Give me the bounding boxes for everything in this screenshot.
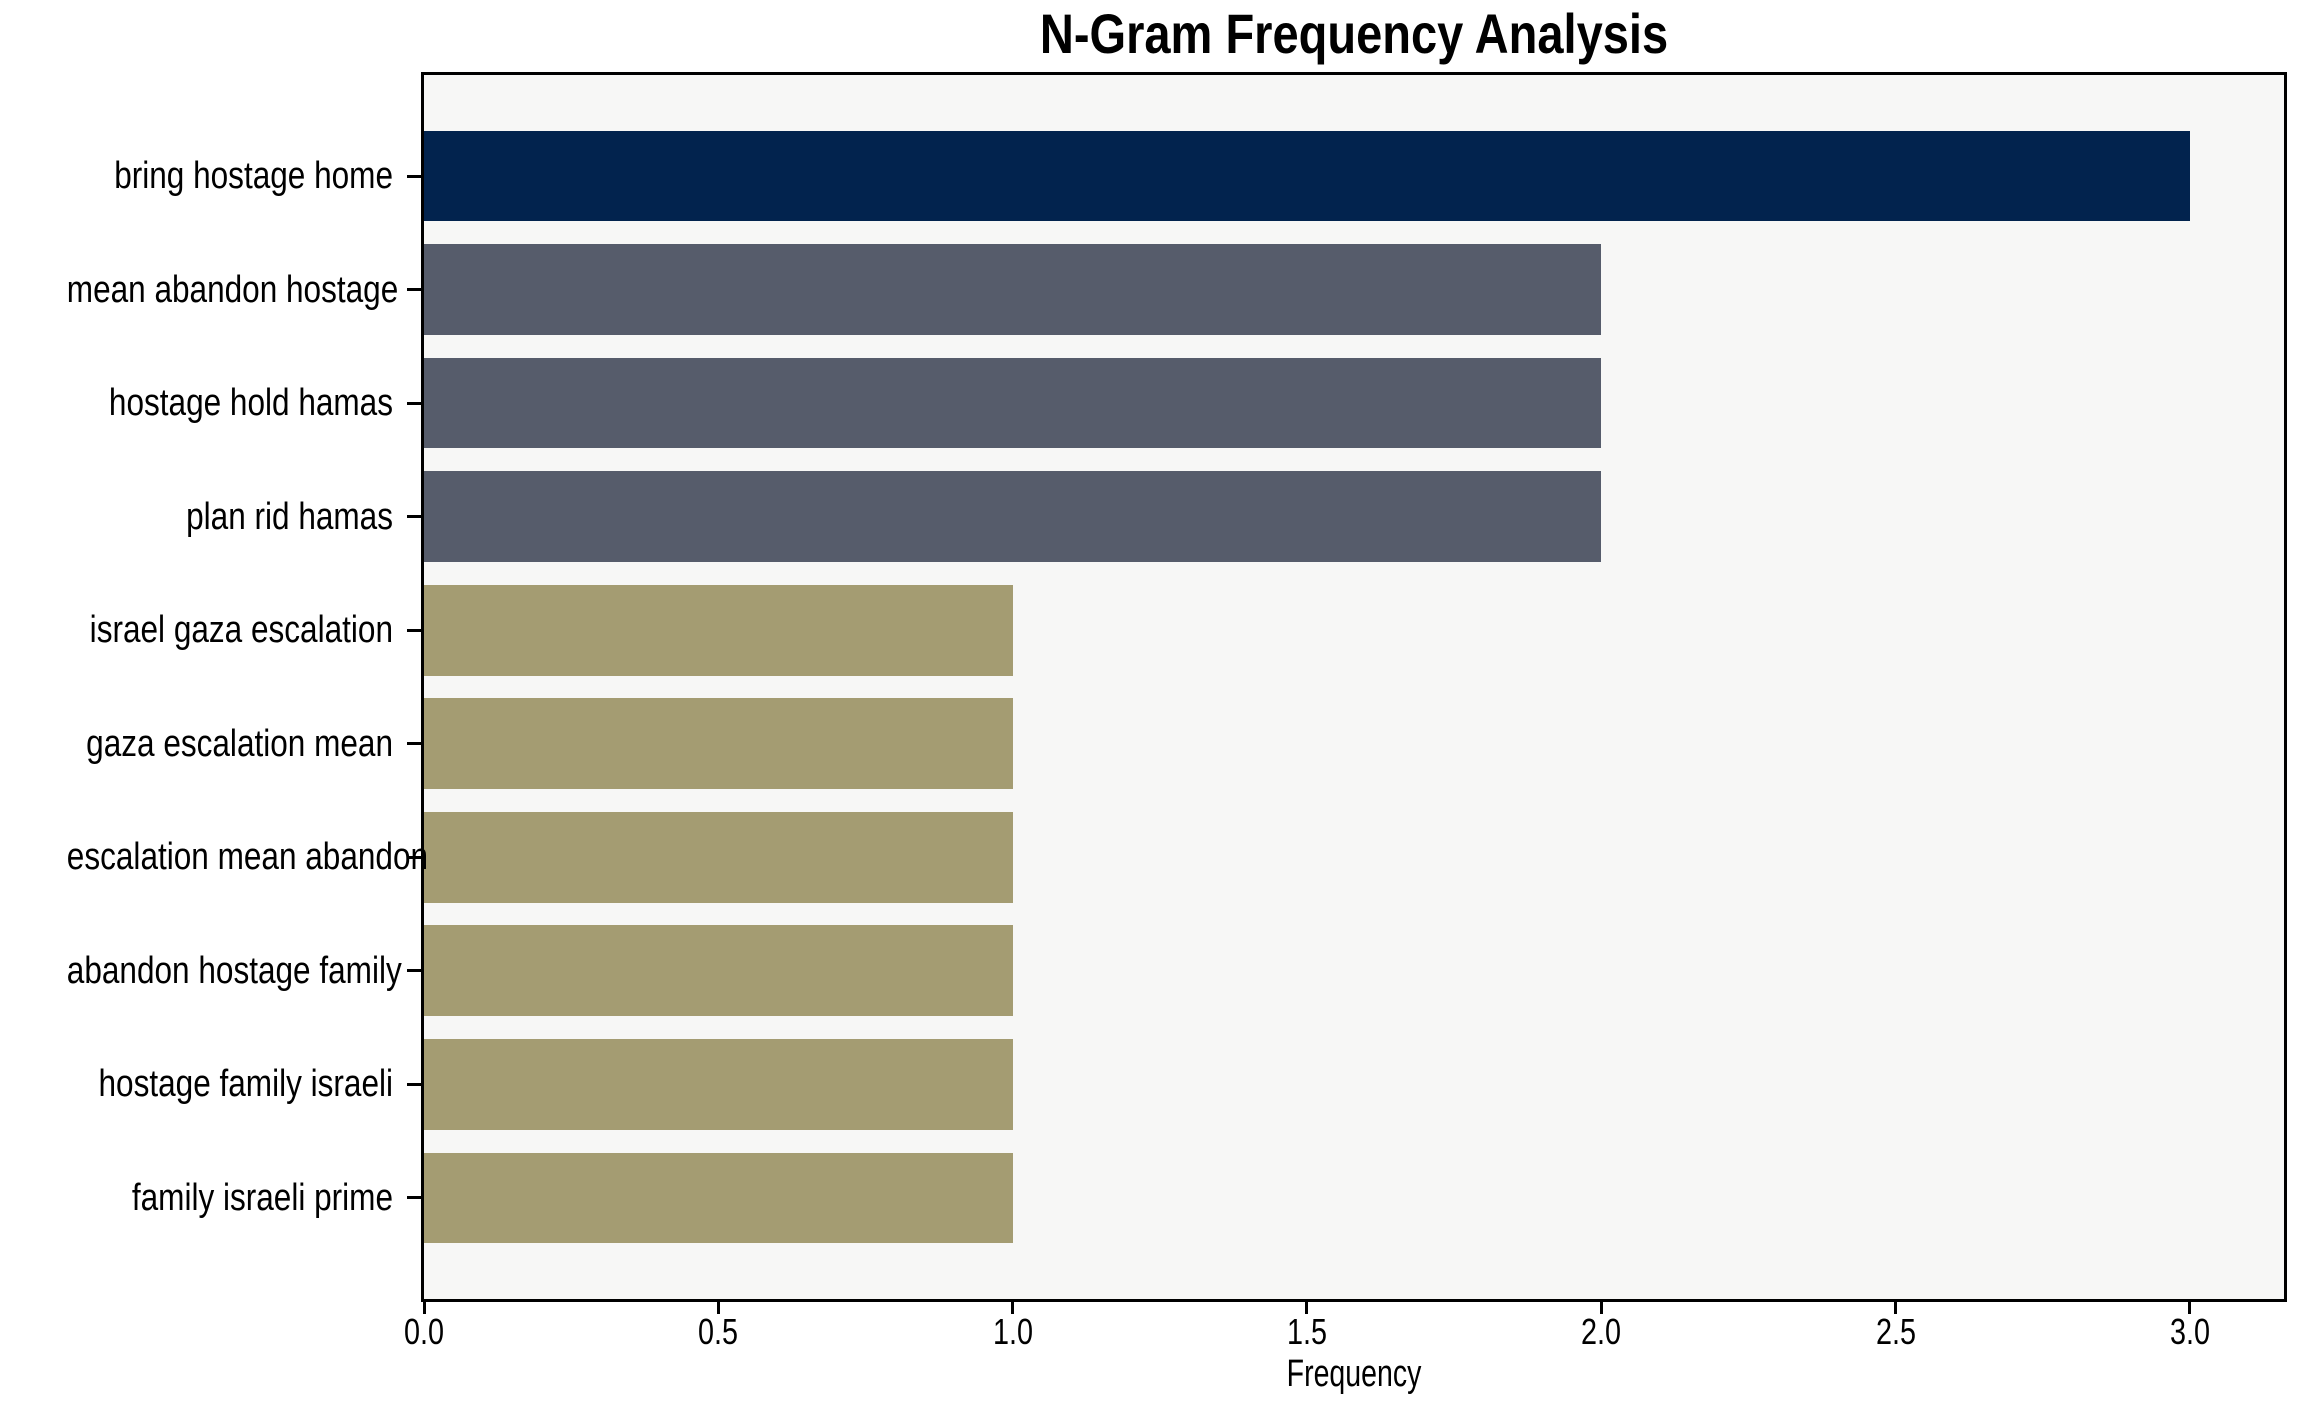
y-tick-label: abandon hostage family	[66, 949, 402, 992]
bar-10	[424, 1152, 1013, 1244]
x-tick-label: 1.5	[1286, 1311, 1327, 1352]
y-tick-label: mean abandon hostage	[66, 268, 399, 311]
bar-5	[424, 584, 1013, 676]
x-tick-mark	[1599, 1302, 1603, 1314]
bar-7	[424, 811, 1013, 903]
x-tick-mark	[1894, 1302, 1897, 1314]
y-tick-mark	[407, 969, 421, 973]
y-tick-mark	[407, 1082, 421, 1086]
x-tick-mark	[2188, 1302, 2192, 1314]
y-tick-label: hostage family israeli	[98, 1063, 394, 1106]
y-tick-mark	[407, 1196, 421, 1200]
chart-title: N-Gram Frequency Analysis	[1039, 2, 1669, 65]
x-tick-mark	[716, 1302, 720, 1314]
y-tick-label: family israeli prime	[131, 1176, 393, 1219]
y-tick-mark	[407, 401, 421, 405]
y-tick-mark	[407, 628, 421, 632]
x-tick-label: 0.5	[698, 1311, 739, 1352]
x-tick-mark	[1011, 1302, 1015, 1314]
x-tick-mark	[422, 1302, 426, 1314]
bar-4	[424, 471, 1602, 563]
y-tick-label: gaza escalation mean	[86, 722, 394, 765]
x-tick-label: 2.5	[1875, 1311, 1916, 1352]
y-tick-label: israel gaza escalation	[89, 609, 393, 652]
bar-3	[424, 357, 1602, 449]
plot-area	[421, 72, 2287, 1302]
y-tick-label: plan rid hamas	[186, 495, 393, 538]
bar-8	[424, 925, 1013, 1017]
x-tick-mark	[1305, 1302, 1309, 1314]
x-tick-label: 1.0	[992, 1311, 1033, 1352]
bar-6	[424, 698, 1013, 790]
y-tick-label: bring hostage home	[114, 155, 393, 198]
x-tick-label: 2.0	[1581, 1311, 1622, 1352]
y-tick-mark	[407, 742, 421, 746]
bar-9	[424, 1039, 1013, 1130]
y-tick-mark	[407, 515, 421, 519]
x-tick-label: 0.0	[403, 1311, 445, 1352]
y-tick-mark	[407, 288, 421, 292]
y-tick-label: hostage hold hamas	[108, 382, 393, 425]
x-axis-label: Frequency	[1286, 1353, 1422, 1395]
y-tick-label: escalation mean abandon	[66, 836, 429, 879]
bar-1	[424, 130, 2190, 222]
y-tick-mark	[407, 855, 421, 859]
y-tick-mark	[407, 174, 421, 178]
x-tick-label: 3.0	[2169, 1311, 2210, 1352]
bar-2	[424, 244, 1602, 335]
